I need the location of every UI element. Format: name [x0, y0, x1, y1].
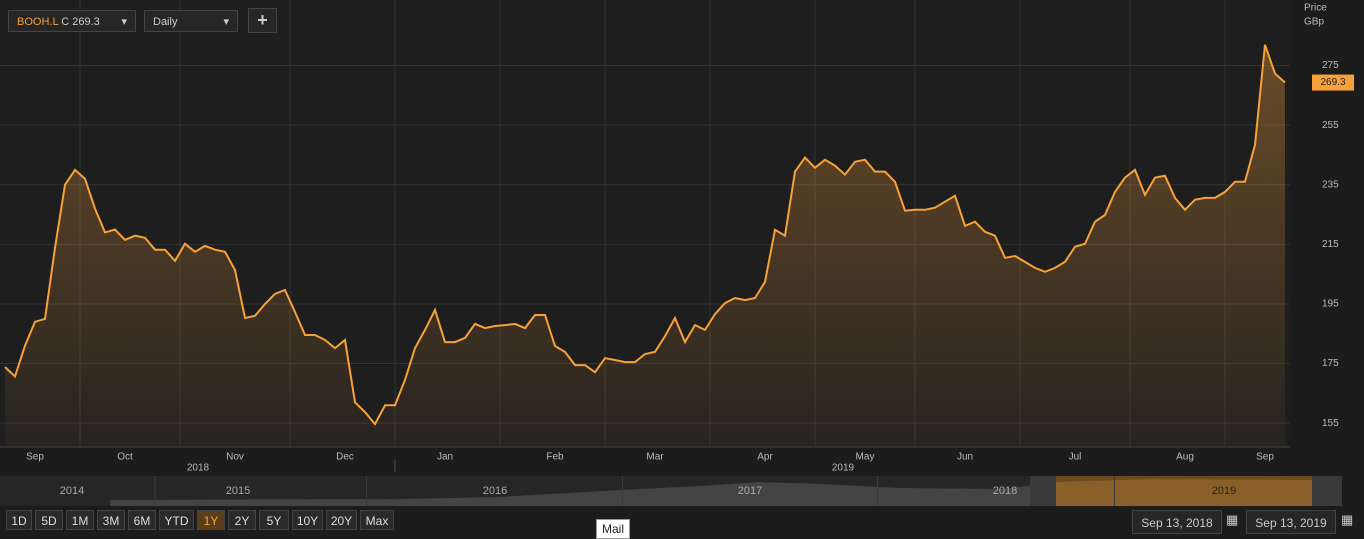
navigator-year: 2018	[993, 485, 1017, 497]
x-tick-label: Nov	[226, 452, 244, 463]
range-button[interactable]: 6M	[128, 510, 156, 530]
interval: Daily	[153, 16, 178, 28]
x-tick-label: Apr	[757, 452, 773, 463]
range-button[interactable]: 10Y	[292, 510, 323, 530]
x-tick-label: Jan	[437, 452, 453, 463]
navigator-year: 2019	[1212, 485, 1236, 497]
area	[5, 44, 1285, 447]
x-tick-label: Jul	[1069, 452, 1082, 463]
add-button[interactable]: +	[248, 8, 277, 33]
year-label: 2019	[832, 463, 855, 474]
ticker: BOOH.L	[17, 16, 59, 28]
navigator-year: 2014	[60, 485, 84, 497]
x-tick-label: Aug	[1176, 452, 1194, 463]
navigator-year: 2017	[738, 485, 762, 497]
y-tick-label: 255	[1322, 120, 1339, 131]
calendar-icon[interactable]: ▦	[1341, 512, 1354, 527]
year-label: 2018	[187, 463, 210, 474]
close-prefix: C	[61, 16, 70, 28]
tooltip: Mail	[596, 519, 631, 539]
range-button[interactable]: 1D	[6, 510, 32, 530]
navigator-year: 2016	[483, 485, 507, 497]
close-value: 269.3	[72, 16, 100, 28]
ticker-select[interactable]: BOOH.L C 269.3 ▾	[8, 10, 136, 32]
x-tick-label: Sep	[1256, 452, 1274, 463]
x-tick-label: Oct	[117, 452, 133, 463]
x-tick-label: Feb	[546, 452, 564, 463]
dropdown-arrow: ▾	[223, 16, 229, 28]
range-button[interactable]: 3M	[97, 510, 125, 530]
date-to[interactable]: Sep 13, 2019	[1246, 510, 1336, 534]
last-price-box	[1312, 74, 1354, 91]
range-button[interactable]: 1Y	[197, 510, 225, 530]
last-price-label: 269.3	[1320, 77, 1345, 88]
range-button[interactable]: 1M	[66, 510, 94, 530]
range-button[interactable]: 2Y	[228, 510, 256, 530]
y-tick-label: 175	[1322, 358, 1339, 369]
x-tick-label: May	[856, 452, 875, 463]
range-button[interactable]: 20Y	[326, 510, 357, 530]
dropdown-arrow: ▾	[121, 16, 127, 28]
x-tick-label: Jun	[957, 452, 973, 463]
range-button[interactable]: 5D	[35, 510, 63, 530]
x-tick-label: Mar	[646, 452, 664, 463]
y-tick-label: 155	[1322, 418, 1339, 429]
date-from[interactable]: Sep 13, 2018	[1132, 510, 1222, 534]
y-tick-label: 195	[1322, 299, 1339, 310]
navigator-handle[interactable]	[1312, 476, 1342, 506]
x-tick-label: Sep	[26, 452, 44, 463]
x-tick-label: Dec	[336, 452, 354, 463]
range-button[interactable]: Max	[360, 510, 394, 530]
axis-title: GBp	[1304, 17, 1324, 28]
navigator-year: 2015	[226, 485, 250, 497]
range-button[interactable]: YTD	[159, 510, 194, 530]
navigator-shape	[1056, 479, 1312, 506]
y-tick-label: 235	[1322, 179, 1339, 190]
axis-title: Price	[1304, 3, 1327, 14]
calendar-icon[interactable]: ▦	[1226, 512, 1239, 527]
price-line	[4, 44, 1286, 426]
y-tick-label: 275	[1322, 60, 1339, 71]
y-tick-label: 215	[1322, 239, 1339, 250]
navigator-shape	[110, 482, 1030, 506]
range-button[interactable]: 5Y	[259, 510, 289, 530]
interval-select[interactable]: Daily ▾	[144, 10, 238, 32]
navigator-handle[interactable]	[1030, 476, 1056, 506]
